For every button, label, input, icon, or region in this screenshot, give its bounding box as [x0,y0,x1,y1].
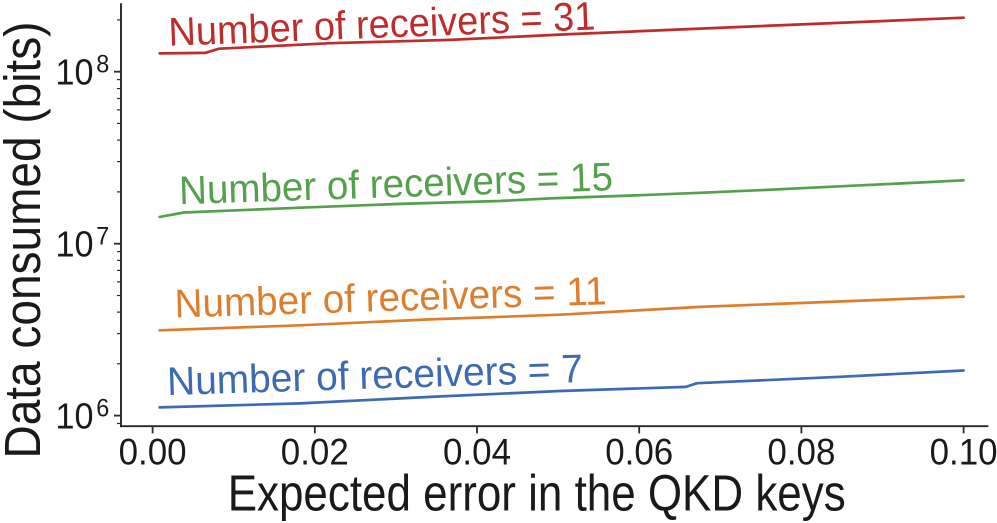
svg-text:0.08: 0.08 [767,432,835,473]
svg-text:10: 10 [56,396,94,437]
svg-text:0.06: 0.06 [605,432,673,473]
svg-text:0.02: 0.02 [281,432,349,473]
svg-text:8: 8 [96,50,109,78]
svg-text:7: 7 [96,222,109,250]
svg-text:10: 10 [56,52,94,93]
svg-text:10: 10 [56,224,94,265]
svg-text:0.10: 0.10 [930,432,997,473]
svg-text:0.04: 0.04 [443,432,511,473]
svg-text:Expected error in the QKD keys: Expected error in the QKD keys [228,465,846,522]
svg-text:6: 6 [96,394,109,422]
svg-text:0.00: 0.00 [119,432,187,473]
svg-text:Data consumed (bits): Data consumed (bits) [0,22,51,459]
